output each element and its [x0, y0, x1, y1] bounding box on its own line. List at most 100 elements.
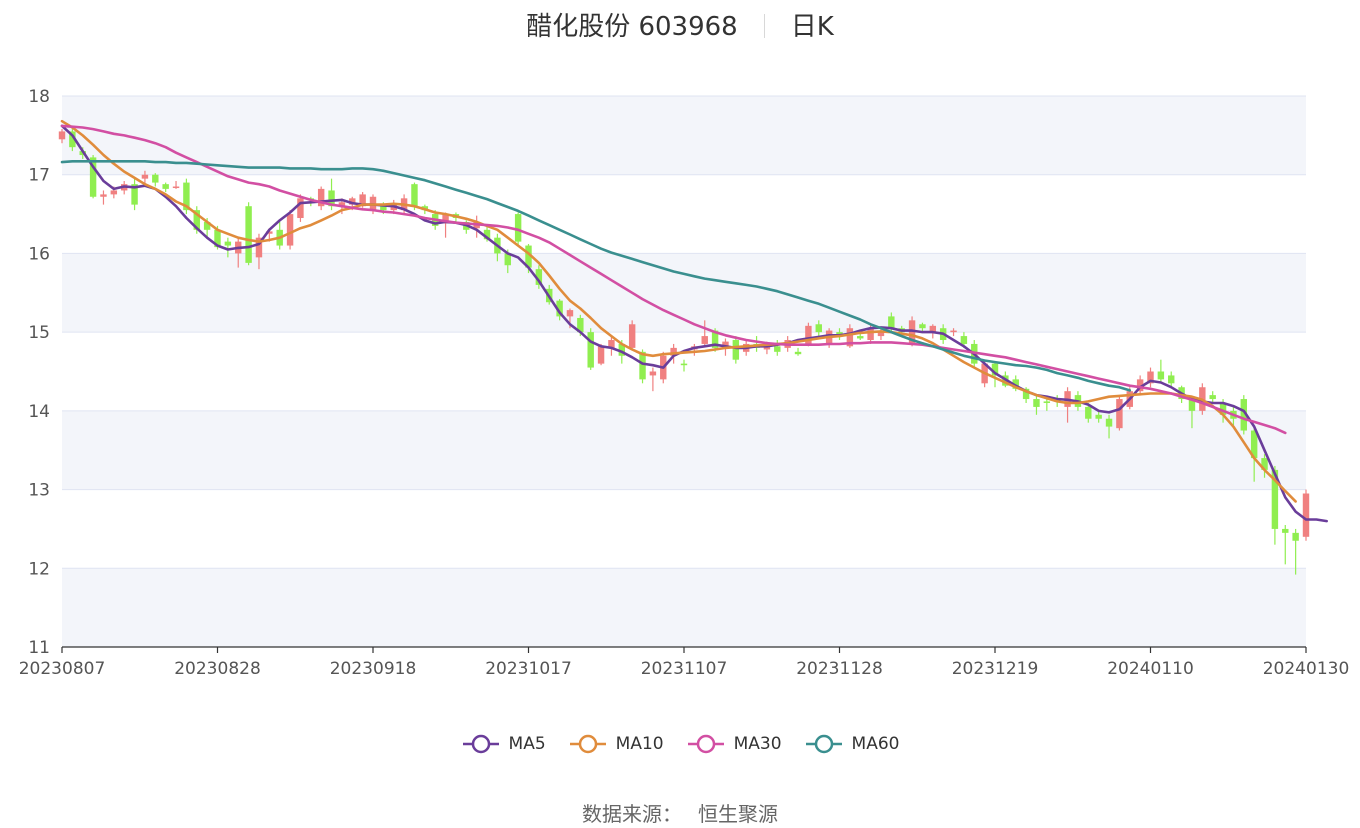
candle-body [711, 330, 719, 348]
x-tick-label: 20231017 [485, 659, 572, 679]
candle-down [1261, 454, 1268, 478]
candle-body [929, 325, 937, 333]
kline-chart: 11 12 13 14 15 16 17 18 20230807 20230828 20230918… [19, 87, 1350, 679]
candle-body [203, 221, 211, 230]
candle-body [608, 340, 615, 348]
candle-body [110, 190, 118, 195]
candle-down [1168, 371, 1175, 388]
series-line-ma30 [60, 124, 1287, 435]
candle-body [587, 332, 594, 368]
y-tick-label: 14 [28, 402, 50, 422]
candle-body [380, 204, 387, 211]
candle-body [670, 347, 677, 356]
candle-body [680, 363, 688, 366]
x-tick-label: 20231219 [952, 659, 1039, 679]
candle-down [1105, 414, 1113, 439]
candle-body [919, 324, 926, 329]
candle-body [1219, 402, 1227, 415]
candle-up [950, 328, 957, 337]
legend-item-ma10[interactable]: MA10 [568, 734, 664, 754]
candle-up [1147, 367, 1154, 388]
y-tick-label: 15 [28, 323, 50, 343]
candle-body [504, 253, 511, 266]
candle-up [255, 233, 263, 270]
candle-up [58, 129, 66, 144]
candle-body [131, 184, 138, 205]
candle-body [1188, 399, 1196, 411]
candle-body [411, 184, 418, 207]
candle-up [317, 186, 325, 211]
legend-item-ma60[interactable]: MA60 [804, 734, 899, 754]
candle-body [1209, 395, 1216, 400]
candle-up [1302, 489, 1310, 541]
candle-down [224, 237, 232, 258]
candle-down [183, 178, 190, 215]
candle-body [214, 229, 221, 248]
candle-body [556, 300, 563, 317]
candle-body [888, 316, 895, 329]
candle-up [473, 215, 480, 238]
candle-down [774, 340, 781, 356]
candle-up [608, 336, 615, 356]
candle-body [483, 229, 491, 240]
candle-body [1085, 406, 1092, 419]
candle-body [815, 324, 822, 333]
candle-down [535, 265, 543, 289]
candle-body [722, 341, 729, 348]
candle-down [162, 182, 169, 193]
candle-body [172, 186, 180, 189]
candle-body [141, 174, 149, 179]
candle-body [1147, 371, 1154, 384]
candle-down [991, 362, 999, 388]
candle-body [525, 245, 532, 268]
candle-down [1085, 402, 1092, 423]
candle-body [1105, 418, 1113, 427]
legend-label: MA30 [733, 734, 782, 754]
candle-body [857, 336, 864, 339]
candle-body [774, 346, 781, 352]
grid-bands [62, 96, 1306, 647]
candle-body [255, 237, 263, 258]
candle-body [286, 214, 294, 246]
candle-body [1261, 458, 1268, 470]
candle-down [815, 320, 822, 337]
candle-body [1282, 528, 1289, 533]
legend-marker [462, 734, 499, 754]
legend-label: MA5 [508, 734, 546, 754]
candle-down [245, 202, 252, 266]
candle-body [1271, 469, 1279, 529]
candle-body [338, 202, 346, 207]
candle-body [1240, 399, 1248, 431]
candle-down [794, 347, 802, 356]
candle-up [100, 190, 107, 205]
candle-body [297, 198, 304, 219]
candle-body [877, 332, 885, 337]
candle-body [1168, 375, 1175, 384]
grid-lines: 11 12 13 14 15 16 17 18 [28, 87, 1306, 658]
candle-body [266, 231, 273, 234]
candle-body [1157, 371, 1165, 380]
series-line-ma10 [60, 119, 1297, 503]
y-tick-label: 11 [28, 638, 50, 658]
candle-down [1282, 524, 1289, 565]
candle-body [566, 310, 574, 317]
candle-body [514, 214, 522, 242]
series-line-ma60 [60, 160, 1132, 392]
legend-item-ma5[interactable]: MA5 [461, 734, 546, 754]
candle-down [753, 336, 760, 352]
candle-body [224, 241, 232, 246]
candle-body [1116, 399, 1123, 429]
candle-body [867, 328, 874, 341]
candle-down [732, 336, 740, 364]
candle-down [556, 299, 563, 321]
x-tick-label: 20240110 [1107, 659, 1194, 679]
legend-item-ma30[interactable]: MA30 [686, 734, 782, 754]
candle-body [805, 325, 812, 344]
candle-body [618, 343, 626, 356]
candle-body [991, 363, 999, 376]
candle-down [1033, 395, 1040, 415]
candle-body [69, 131, 76, 148]
candle-body [245, 206, 252, 263]
candle-up [1136, 375, 1144, 396]
candle-body [89, 157, 97, 197]
